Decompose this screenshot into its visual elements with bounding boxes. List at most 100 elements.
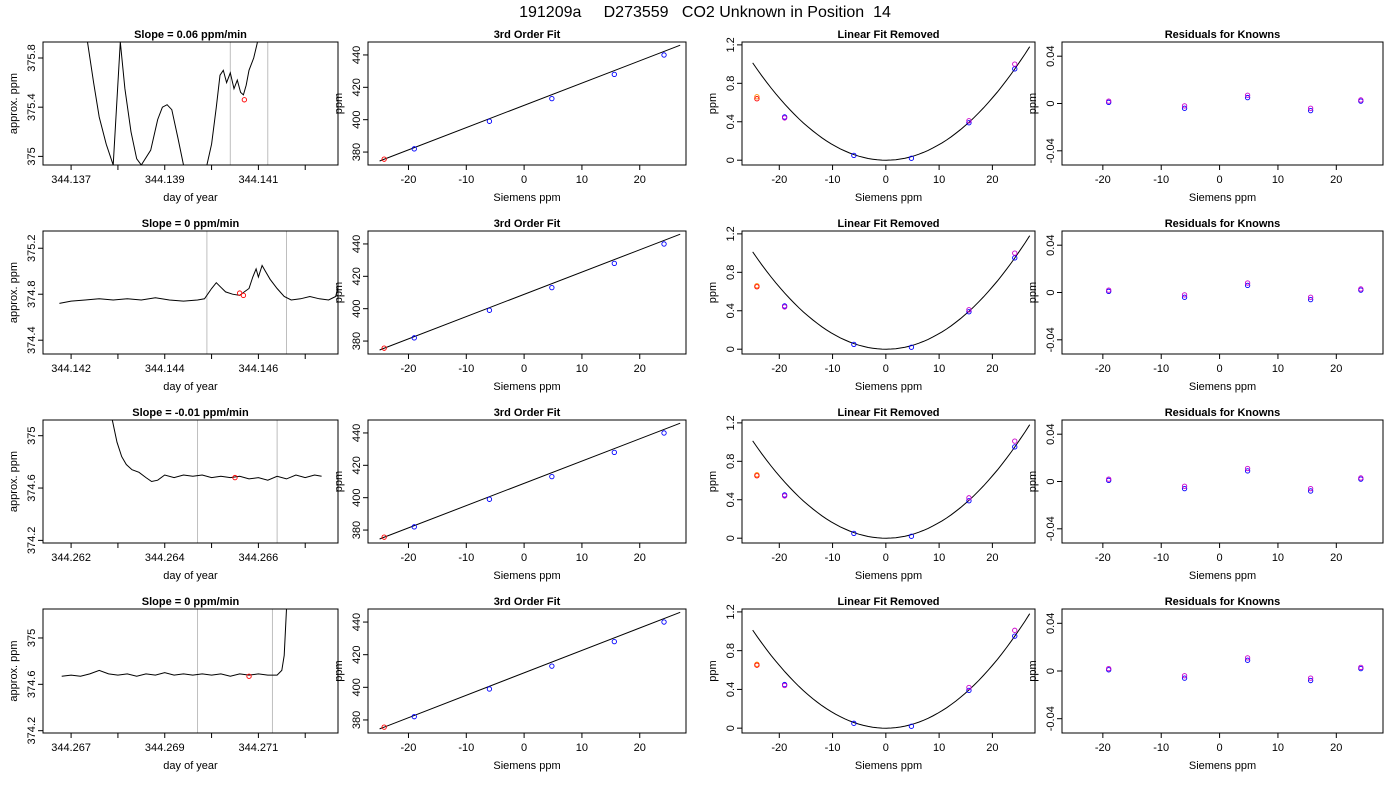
- fit-curve: [752, 613, 1031, 729]
- y-tick-label: 375: [26, 147, 38, 165]
- y-tick-label: 400: [351, 300, 363, 318]
- chart-panel: Linear Fit Removed -20 -10 0 10 20 0 0.4 0.8 1.2 S…: [707, 29, 1036, 204]
- panel-title: Residuals for Knowns: [1165, 407, 1281, 419]
- plot-area: [379, 44, 681, 162]
- plot-area: [61, 609, 287, 733]
- data-point: [754, 473, 760, 479]
- data-point: [246, 673, 252, 679]
- data-point: [966, 495, 972, 501]
- data-point: [1358, 664, 1364, 671]
- x-tick-label: -20: [771, 552, 787, 564]
- x-axis-label: Siemens ppm: [855, 192, 922, 204]
- y-tick-label: 374.8: [26, 280, 38, 308]
- data-point: [754, 94, 760, 100]
- y-tick-label: 1.2: [725, 415, 737, 430]
- plot-frame: [367, 41, 687, 166]
- data-point: [486, 496, 493, 502]
- y-axis-label: ppm: [1027, 282, 1039, 303]
- y-tick-label: 0.04: [1045, 423, 1057, 444]
- y-axis-label: ppm: [333, 471, 345, 492]
- panel-title: Residuals for Knowns: [1165, 218, 1281, 230]
- x-tick-label: 0: [1217, 552, 1223, 564]
- data-point: [1106, 665, 1112, 672]
- data-point: [241, 97, 247, 103]
- y-axis-label: ppm: [1027, 93, 1039, 114]
- x-tick-label: 0: [1217, 363, 1223, 375]
- x-tick-label: -10: [458, 363, 474, 375]
- y-axis-label: ppm: [333, 282, 345, 303]
- plot-area: [752, 424, 1031, 539]
- plot-frame: [42, 608, 339, 734]
- data-point: [1244, 657, 1251, 663]
- x-tick-label: -10: [825, 742, 841, 754]
- data-point: [851, 341, 857, 348]
- data-point: [966, 684, 972, 691]
- chart-panel: Slope = 0 ppm/min 344.142 344.144 344.146 37…: [8, 218, 339, 393]
- x-tick-label: 0: [883, 363, 889, 375]
- plot-frame: [1061, 41, 1384, 166]
- y-tick-label: 380: [351, 521, 363, 539]
- plot-area: [379, 611, 681, 730]
- data-point: [781, 304, 788, 310]
- y-axis-label: ppm: [707, 93, 719, 114]
- x-axis-label: Siemens ppm: [493, 192, 560, 204]
- x-tick-label: 344.139: [145, 174, 185, 186]
- data-point: [661, 241, 667, 247]
- plot-frame: [741, 41, 1036, 166]
- data-point: [1012, 444, 1018, 450]
- data-point: [1181, 294, 1188, 300]
- x-tick-label: 10: [1272, 742, 1284, 754]
- x-tick-label: 0: [521, 552, 527, 564]
- chart-panel: 3rd Order Fit -20 -10 0 10 20 380 400 420 440 Siem…: [333, 407, 687, 582]
- x-tick-label: -10: [458, 552, 474, 564]
- y-tick-label: 0: [1045, 478, 1057, 484]
- x-tick-label: 344.266: [239, 552, 279, 564]
- plot-frame: [741, 608, 1036, 734]
- x-tick-label: 10: [576, 174, 588, 186]
- x-tick-label: -20: [771, 363, 787, 375]
- x-tick-label: 0: [883, 552, 889, 564]
- data-point: [1012, 633, 1018, 639]
- y-tick-label: 0.4: [725, 303, 737, 318]
- x-tick-label: -10: [1153, 742, 1169, 754]
- data-point: [781, 682, 788, 689]
- y-tick-label: 374.2: [26, 717, 38, 745]
- plot-frame: [741, 230, 1036, 355]
- y-axis-label: ppm: [1027, 660, 1039, 681]
- y-tick-label: -0.04: [1045, 516, 1057, 541]
- y-tick-label: 0.8: [725, 76, 737, 91]
- data-point: [966, 687, 972, 694]
- y-tick-label: 0.4: [725, 114, 737, 129]
- x-axis-label: Siemens ppm: [855, 760, 922, 772]
- y-tick-label: 1.2: [725, 604, 737, 619]
- y-tick-label: 0: [1045, 100, 1057, 106]
- panel-title: Slope = 0 ppm/min: [142, 596, 240, 608]
- x-tick-label: 20: [634, 363, 646, 375]
- y-tick-label: 380: [351, 711, 363, 729]
- plot-area: [1106, 280, 1364, 303]
- panel-title: Slope = -0.01 ppm/min: [132, 407, 249, 419]
- plot-area: [1106, 92, 1364, 114]
- x-tick-label: -10: [1153, 174, 1169, 186]
- panel-title: Residuals for Knowns: [1165, 596, 1281, 608]
- x-tick-label: -20: [1095, 174, 1111, 186]
- panel-title: Slope = 0.06 ppm/min: [134, 29, 247, 41]
- data-point: [1307, 107, 1314, 114]
- data-trace: [61, 609, 287, 677]
- chart-panel: Residuals for Knowns -20 -10 0 10 20 -0.04 0 0.0…: [1027, 407, 1384, 582]
- data-point: [851, 720, 857, 726]
- plot-frame: [1061, 230, 1384, 355]
- chart-panel: Slope = 0.06 ppm/min 344.137 344.139 344.14…: [8, 29, 339, 204]
- fit-curve: [752, 424, 1031, 539]
- x-tick-label: -20: [1095, 552, 1111, 564]
- data-point: [661, 430, 667, 436]
- fit-curve: [379, 233, 681, 351]
- data-point: [908, 723, 915, 729]
- x-tick-label: -20: [401, 742, 417, 754]
- data-point: [966, 120, 972, 126]
- plot-frame: [1061, 419, 1384, 544]
- plot-area: [1106, 655, 1364, 684]
- data-point: [549, 95, 555, 102]
- y-tick-label: 374.6: [26, 671, 38, 699]
- data-point: [411, 714, 417, 720]
